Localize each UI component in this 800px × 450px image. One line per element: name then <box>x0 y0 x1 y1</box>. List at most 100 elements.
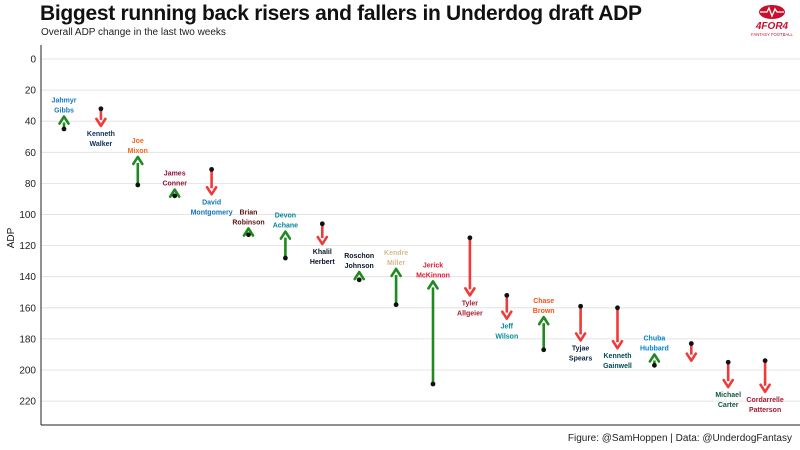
player-label-first: Joe <box>132 138 144 145</box>
player-label-last: Allgeier <box>457 310 483 317</box>
old-adp-point <box>246 232 251 238</box>
player-label-first: Kenneth <box>87 131 115 138</box>
player-label-last: Brown <box>533 308 555 315</box>
arrow-head <box>427 280 439 290</box>
player-label-first: Roschon <box>344 253 374 260</box>
arrow-head <box>537 315 550 326</box>
player-label-first: James <box>164 171 186 178</box>
y-tick-label: 140 <box>19 272 36 283</box>
player-label-first: Chase <box>533 298 554 305</box>
arrow-head <box>759 383 771 394</box>
gridlines <box>41 58 800 402</box>
arrow-head <box>390 267 402 278</box>
arrow-head <box>168 188 181 198</box>
arrow-head <box>95 117 107 128</box>
arrow-head <box>132 155 144 166</box>
old-adp-point <box>688 341 694 346</box>
old-adp-point <box>98 106 104 112</box>
player-label-last: McKinnon <box>416 272 450 279</box>
player-label-last: Johnson <box>345 263 374 270</box>
arrow-head <box>722 378 735 389</box>
player-label-last: Montgomery <box>191 209 233 216</box>
old-adp-point <box>356 277 362 283</box>
player-label-first: Devon <box>275 213 296 220</box>
player-label-first: Jeff <box>501 324 514 331</box>
arrow-head <box>316 235 329 246</box>
player-label-last: Achane <box>273 223 298 230</box>
player-label-last: Patterson <box>749 407 781 414</box>
arrow-head <box>574 332 587 342</box>
player-label-last: Conner <box>162 181 187 188</box>
old-adp-point <box>61 126 67 132</box>
y-tick-label: 180 <box>19 334 36 345</box>
y-axis-ticks: 0 20 40 60 80 100 120 140 160 180 200 220 <box>19 55 36 408</box>
player-label-last: Herbert <box>310 259 336 266</box>
arrow-head <box>242 227 255 237</box>
y-tick-label: 120 <box>19 241 36 252</box>
y-tick-label: 40 <box>25 117 37 128</box>
player-label-first: Kendre <box>384 250 408 257</box>
arrow-head <box>685 352 698 362</box>
arrow-head <box>58 115 70 125</box>
player-label-last: Carter <box>718 402 739 409</box>
old-adp-point <box>467 235 473 241</box>
old-adp-point <box>135 182 141 188</box>
player-label-last: Mixon <box>128 148 148 155</box>
old-adp-point <box>762 358 768 364</box>
chart-subtitle: Overall ADP change in the last two weeks <box>41 27 226 38</box>
old-adp-point <box>541 347 547 353</box>
player-label-first: Tyler <box>462 300 478 307</box>
player-label-last: Robinson <box>232 219 264 226</box>
player-label-first: Tyjae <box>572 345 589 352</box>
figure-caption: Figure: @SamHoppen | Data: @UnderdogFant… <box>567 433 792 444</box>
y-tick-label: 160 <box>19 303 36 314</box>
old-adp-point <box>209 167 215 172</box>
y-axis-label: ADP <box>6 227 17 248</box>
player-label-first: Jahmyr <box>52 98 77 105</box>
old-adp-point <box>615 305 620 311</box>
arrow-head <box>648 353 661 363</box>
arrow-head <box>500 310 513 320</box>
player-label-first: Michael <box>715 392 741 399</box>
old-adp-point <box>393 302 399 308</box>
old-adp-point <box>283 255 288 261</box>
arrow-head <box>611 339 624 350</box>
old-adp-point <box>319 221 325 227</box>
player-label-last: Miller <box>387 260 406 267</box>
player-label-last: Gainwell <box>603 363 632 370</box>
arrow-marks <box>58 106 771 394</box>
player-label-first: Khalil <box>313 249 332 256</box>
player-label-first: Chuba <box>644 335 666 342</box>
chart-title: Biggest running back risers and fallers … <box>40 2 642 25</box>
logo-wordmark: 4FOR4 <box>755 21 789 32</box>
y-tick-label: 100 <box>19 210 36 221</box>
player-label-first: Jerick <box>423 262 443 269</box>
y-tick-label: 0 <box>30 55 36 66</box>
player-label-last: Hubbard <box>640 345 669 352</box>
player-label-last: Spears <box>569 355 592 362</box>
old-adp-point <box>725 359 731 365</box>
football-heartbeat-icon <box>759 5 785 19</box>
old-adp-point <box>578 303 583 309</box>
old-adp-point <box>172 193 178 199</box>
arrow-head <box>205 185 218 196</box>
player-label-first: Brian <box>240 209 258 216</box>
y-tick-label: 60 <box>25 148 37 159</box>
y-tick-label: 220 <box>19 397 36 408</box>
player-label-last: Wilson <box>495 334 518 341</box>
player-label-first: Cordarrelle <box>746 397 783 404</box>
player-label-first: David <box>202 199 221 206</box>
y-tick-label: 200 <box>19 366 36 377</box>
brand-logo: 4FOR4 FANTASY FOOTBALL <box>751 5 794 37</box>
player-label-first: Kenneth <box>604 353 632 360</box>
arrow-head <box>464 287 476 297</box>
arrow-head <box>353 270 366 281</box>
y-tick-label: 80 <box>25 179 37 190</box>
old-adp-point <box>430 381 436 387</box>
player-label-last: Gibbs <box>54 108 74 115</box>
player-label-last: Walker <box>90 141 113 148</box>
logo-tagline: FANTASY FOOTBALL <box>751 32 793 37</box>
arrow-head <box>279 230 292 240</box>
old-adp-point <box>652 362 657 368</box>
